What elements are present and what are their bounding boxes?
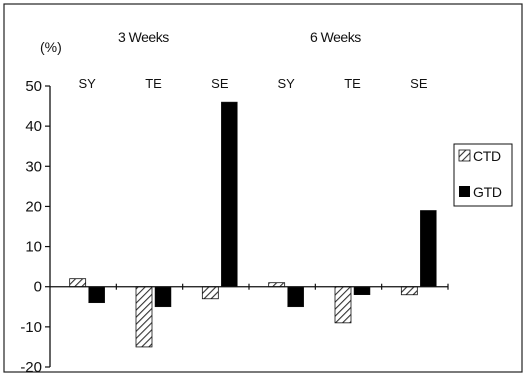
bar-ctd-se — [201, 286, 219, 300]
y-tick-label: 50 — [25, 78, 42, 95]
category-label-se: SE — [211, 76, 229, 91]
legend-swatch-gtd — [459, 186, 470, 197]
y-tick-label: 0 — [34, 279, 42, 296]
category-label-te: TE — [145, 76, 162, 91]
bar-gtd-se — [420, 210, 437, 287]
y-axis-unit-label: (%) — [40, 39, 62, 55]
bar-gtd-se — [221, 101, 238, 287]
y-tick-label: 30 — [25, 158, 42, 175]
bar-gtd-sy — [287, 286, 304, 308]
bar-ctd-te — [334, 286, 352, 324]
bar-gtd-te — [154, 286, 172, 308]
y-tick-label: -20 — [20, 359, 42, 376]
legend-label-gtd: GTD — [473, 184, 502, 200]
chart-frame — [3, 3, 523, 373]
group-title-3-weeks: 3 Weeks — [118, 29, 169, 45]
bar-ctd-sy — [69, 278, 87, 288]
bar-gtd-te — [353, 286, 371, 295]
y-axis: -20 -10 0 10 20 30 40 50 — [20, 78, 51, 376]
legend-label-ctd: CTD — [473, 148, 501, 164]
category-label-sy: SY — [277, 76, 295, 91]
bar-ctd-se — [400, 286, 418, 296]
group-title-6-weeks: 6 Weeks — [310, 29, 361, 45]
category-label-sy: SY — [78, 76, 96, 91]
bar-gtd-sy — [88, 286, 105, 304]
y-tick-label: 10 — [25, 239, 42, 256]
y-tick-label: 20 — [25, 198, 42, 215]
category-label-te: TE — [344, 76, 361, 91]
bar-ctd-te — [135, 286, 153, 348]
y-tick-label: -10 — [20, 319, 42, 336]
legend: CTD GTD — [453, 143, 513, 207]
y-tick-label: 40 — [25, 118, 42, 135]
category-label-se: SE — [410, 76, 428, 91]
bars-layer — [69, 101, 437, 348]
legend-swatch-ctd — [458, 149, 471, 162]
